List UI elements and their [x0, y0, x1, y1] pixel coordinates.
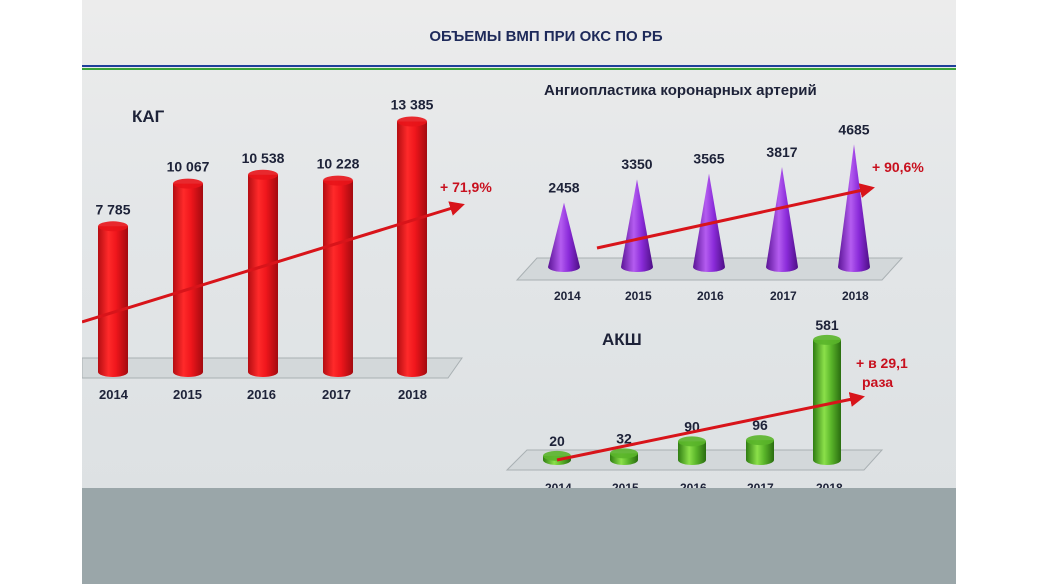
- bar-top-2014: [98, 221, 128, 232]
- data-label-2017: 10 228: [317, 156, 360, 172]
- data-label-2016: 3565: [693, 151, 724, 167]
- trend-arrow: [82, 201, 465, 324]
- bar-top-2015: [173, 178, 203, 189]
- bar-top-2017: [323, 175, 353, 186]
- bar-2015: [173, 183, 203, 377]
- bar-top-2017: [746, 435, 774, 446]
- data-label-2014: 7 785: [95, 201, 130, 217]
- data-label-2018: 581: [815, 317, 839, 333]
- trend-arrow: [596, 183, 875, 250]
- bar-top-2018: [813, 334, 841, 345]
- charts-canvas: ОБЪЕМЫ ВМП ПРИ ОКС ПО РБ КАГ 7 785 2014 10 …: [82, 28, 956, 488]
- bar-2016: [678, 441, 706, 465]
- slide-title: ОБЪЕМЫ ВМП ПРИ ОКС ПО РБ: [429, 28, 663, 45]
- data-label-2017: 3817: [766, 144, 797, 160]
- tick-label-2016: 2016: [697, 289, 724, 303]
- data-label-2017: 96: [752, 417, 768, 433]
- bar-2018: [838, 144, 870, 272]
- tick-label-2017: 2017: [747, 481, 774, 488]
- tick-label-2015: 2015: [625, 289, 652, 303]
- bar-top-2016: [678, 436, 706, 447]
- bar-2017: [746, 440, 774, 465]
- data-label-2016: 10 538: [242, 150, 285, 166]
- data-label-2014: 20: [549, 433, 565, 449]
- chart-title: АКШ: [602, 330, 642, 349]
- bar-2018: [397, 121, 427, 378]
- tick-label-2017: 2017: [322, 387, 351, 402]
- tick-label-2014: 2014: [99, 387, 129, 402]
- data-label-2018: 13 385: [391, 97, 434, 113]
- slide: ОБЪЕМЫ ВМП ПРИ ОКС ПО РБ КАГ 7 785 2014 10 …: [82, 0, 956, 488]
- tick-label-2016: 2016: [680, 481, 707, 488]
- data-label-2014: 2458: [548, 180, 579, 196]
- bar-top-2016: [248, 169, 278, 180]
- tick-label-2014: 2014: [545, 481, 572, 488]
- data-label-2015: 10 067: [167, 159, 210, 175]
- bar-2016: [248, 174, 278, 377]
- tick-label-2014: 2014: [554, 289, 581, 303]
- tick-label-2015: 2015: [173, 387, 202, 402]
- tick-label-2016: 2016: [247, 387, 276, 402]
- bar-2014: [548, 202, 580, 272]
- trend-arrow: [556, 392, 865, 462]
- trend-label: + 90,6%: [872, 159, 924, 175]
- bar-2018: [813, 339, 841, 465]
- tick-label-2018: 2018: [816, 481, 843, 488]
- trend-label: + 71,9%: [440, 179, 492, 195]
- tick-label-2015: 2015: [612, 481, 639, 488]
- bar-2017: [766, 166, 798, 272]
- bar-2017: [323, 180, 353, 377]
- bar-top-2018: [397, 116, 427, 127]
- tick-label-2018: 2018: [842, 289, 869, 303]
- tick-label-2017: 2017: [770, 289, 797, 303]
- bottom-band: [82, 488, 956, 584]
- chart-title: Ангиопластика коронарных артерий: [544, 82, 817, 99]
- chart-angioplasty: Ангиопластика коронарных артерий 2458 2014…: [515, 82, 924, 303]
- bar-top-2015: [610, 448, 638, 459]
- data-label-2015: 3350: [621, 156, 652, 172]
- bar-2014: [98, 226, 128, 377]
- bar-2015: [621, 179, 653, 272]
- data-label-2015: 32: [616, 430, 632, 446]
- data-label-2018: 4685: [838, 121, 869, 137]
- trend-label: раза: [862, 374, 893, 390]
- chart-kag: КАГ 7 785 2014 10 067 2015 10 538 2016 10 228 20…: [82, 97, 492, 402]
- chart-title: КАГ: [132, 107, 165, 126]
- tick-label-2018: 2018: [398, 387, 427, 402]
- trend-label: + в 29,1: [856, 355, 908, 371]
